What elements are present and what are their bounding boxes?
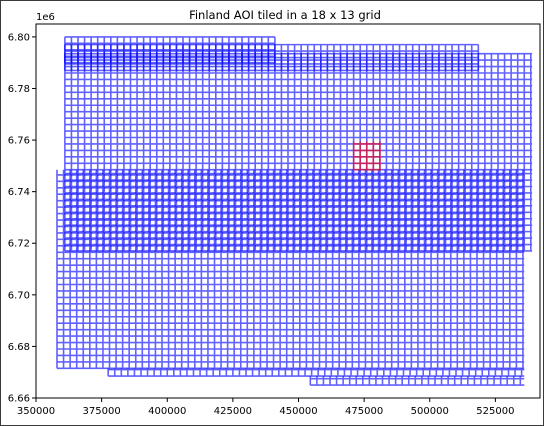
chart-title: Finland AOI tiled in a 18 x 13 grid <box>189 8 381 22</box>
y-tick-label: 6.76 <box>8 136 30 147</box>
plot-area <box>35 23 541 399</box>
x-tick-label: 375000 <box>83 406 121 417</box>
tile-block-4-lines <box>56 169 525 370</box>
x-tick-label: 450000 <box>279 406 317 417</box>
x-axis: 350000 375000 400000 425000 450000 475000 5000… <box>17 398 514 417</box>
x-tick-label: 475000 <box>345 406 383 417</box>
x-tick-label: 500000 <box>411 406 449 417</box>
x-tick-label: 400000 <box>148 406 186 417</box>
tile-block-5-lines <box>107 368 525 377</box>
tiles-layer <box>56 36 533 386</box>
tile-block-2 <box>64 52 533 171</box>
highlight-layer <box>352 141 382 171</box>
tile-block-6-lines <box>309 376 525 386</box>
y-axis: 6.66 6.68 6.70 6.72 6.74 6.76 6.78 6.80 <box>8 32 36 405</box>
tile-block-3 <box>64 169 533 252</box>
tile-block-4 <box>56 169 525 370</box>
highlight-block <box>352 141 382 171</box>
y-tick-label: 6.80 <box>8 32 30 43</box>
y-tick-label: 6.70 <box>8 290 30 301</box>
y-tick-label: 6.68 <box>8 342 30 353</box>
x-tick-label: 350000 <box>17 406 55 417</box>
y-tick-label: 6.78 <box>8 84 30 95</box>
tile-block-2-lines <box>64 52 533 171</box>
highlight-block-lines <box>352 141 382 171</box>
tile-block-6 <box>309 376 525 386</box>
y-offset-label: 1e6 <box>36 12 55 23</box>
tile-block-3-lines <box>64 169 533 252</box>
y-tick-label: 6.72 <box>8 239 30 250</box>
y-tick-label: 6.66 <box>8 394 30 405</box>
y-tick-label: 6.74 <box>8 187 30 198</box>
x-tick-label: 525000 <box>476 406 514 417</box>
tile-block-5 <box>107 368 525 377</box>
x-tick-label: 425000 <box>214 406 252 417</box>
